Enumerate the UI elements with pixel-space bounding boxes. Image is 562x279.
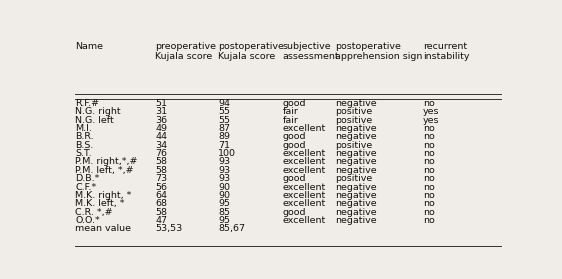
Text: no: no (423, 174, 435, 183)
Text: postoperative
Kujala score: postoperative Kujala score (218, 42, 284, 61)
Text: 53,53: 53,53 (155, 225, 183, 234)
Text: no: no (423, 182, 435, 192)
Text: N.G. right: N.G. right (75, 107, 121, 116)
Text: 68: 68 (155, 199, 167, 208)
Text: excellent: excellent (282, 157, 325, 167)
Text: good: good (282, 132, 306, 141)
Text: negative: negative (334, 99, 376, 108)
Text: 93: 93 (218, 174, 230, 183)
Text: M.K. right, *: M.K. right, * (75, 191, 132, 200)
Text: no: no (423, 124, 435, 133)
Text: excellent: excellent (282, 149, 325, 158)
Text: 36: 36 (155, 116, 167, 124)
Text: no: no (423, 191, 435, 200)
Text: excellent: excellent (282, 182, 325, 192)
Text: 93: 93 (218, 157, 230, 167)
Text: good: good (282, 141, 306, 150)
Text: 95: 95 (218, 199, 230, 208)
Text: mean value: mean value (75, 225, 132, 234)
Text: excellent: excellent (282, 124, 325, 133)
Text: negative: negative (334, 208, 376, 217)
Text: no: no (423, 132, 435, 141)
Text: yes: yes (423, 107, 439, 116)
Text: C.R. *,#: C.R. *,# (75, 208, 113, 217)
Text: P.M. left, *,#: P.M. left, *,# (75, 166, 134, 175)
Text: preoperative
Kujala score: preoperative Kujala score (155, 42, 216, 61)
Text: no: no (423, 208, 435, 217)
Text: 90: 90 (218, 182, 230, 192)
Text: negative: negative (334, 124, 376, 133)
Text: 31: 31 (155, 107, 167, 116)
Text: B.S.: B.S. (75, 141, 94, 150)
Text: 87: 87 (218, 124, 230, 133)
Text: excellent: excellent (282, 216, 325, 225)
Text: negative: negative (334, 166, 376, 175)
Text: 51: 51 (155, 99, 167, 108)
Text: positive: positive (334, 141, 372, 150)
Text: no: no (423, 149, 435, 158)
Text: good: good (282, 208, 306, 217)
Text: yes: yes (423, 116, 439, 124)
Text: 94: 94 (218, 99, 230, 108)
Text: S.T.: S.T. (75, 149, 92, 158)
Text: no: no (423, 141, 435, 150)
Text: 90: 90 (218, 191, 230, 200)
Text: M.K. left, *: M.K. left, * (75, 199, 125, 208)
Text: no: no (423, 157, 435, 167)
Text: 44: 44 (155, 132, 167, 141)
Text: positive: positive (334, 174, 372, 183)
Text: excellent: excellent (282, 166, 325, 175)
Text: negative: negative (334, 132, 376, 141)
Text: subjective
assessment: subjective assessment (282, 42, 339, 61)
Text: 95: 95 (218, 216, 230, 225)
Text: M.I.: M.I. (75, 124, 92, 133)
Text: no: no (423, 166, 435, 175)
Text: 93: 93 (218, 166, 230, 175)
Text: negative: negative (334, 216, 376, 225)
Text: 55: 55 (218, 116, 230, 124)
Text: 58: 58 (155, 157, 167, 167)
Text: no: no (423, 216, 435, 225)
Text: D.B.*: D.B.* (75, 174, 100, 183)
Text: negative: negative (334, 182, 376, 192)
Text: B.R.: B.R. (75, 132, 94, 141)
Text: 85: 85 (218, 208, 230, 217)
Text: 56: 56 (155, 182, 167, 192)
Text: 100: 100 (218, 149, 237, 158)
Text: good: good (282, 99, 306, 108)
Text: postoperative
apprehension sign: postoperative apprehension sign (334, 42, 422, 61)
Text: 55: 55 (218, 107, 230, 116)
Text: C.F.*: C.F.* (75, 182, 97, 192)
Text: fair: fair (282, 116, 298, 124)
Text: 47: 47 (155, 216, 167, 225)
Text: good: good (282, 174, 306, 183)
Text: negative: negative (334, 199, 376, 208)
Text: 71: 71 (218, 141, 230, 150)
Text: 76: 76 (155, 149, 167, 158)
Text: negative: negative (334, 157, 376, 167)
Text: 34: 34 (155, 141, 167, 150)
Text: O.O.*: O.O.* (75, 216, 100, 225)
Text: negative: negative (334, 191, 376, 200)
Text: no: no (423, 99, 435, 108)
Text: positive: positive (334, 107, 372, 116)
Text: 89: 89 (218, 132, 230, 141)
Text: negative: negative (334, 149, 376, 158)
Text: positive: positive (334, 116, 372, 124)
Text: no: no (423, 199, 435, 208)
Text: recurrent
instability: recurrent instability (423, 42, 469, 61)
Text: excellent: excellent (282, 191, 325, 200)
Text: 58: 58 (155, 208, 167, 217)
Text: R.F.#: R.F.# (75, 99, 99, 108)
Text: fair: fair (282, 107, 298, 116)
Text: 49: 49 (155, 124, 167, 133)
Text: N.G. left: N.G. left (75, 116, 114, 124)
Text: 58: 58 (155, 166, 167, 175)
Text: P.M. right,*,#: P.M. right,*,# (75, 157, 138, 167)
Text: 85,67: 85,67 (218, 225, 246, 234)
Text: 64: 64 (155, 191, 167, 200)
Text: Name: Name (75, 42, 103, 51)
Text: excellent: excellent (282, 199, 325, 208)
Text: 73: 73 (155, 174, 167, 183)
